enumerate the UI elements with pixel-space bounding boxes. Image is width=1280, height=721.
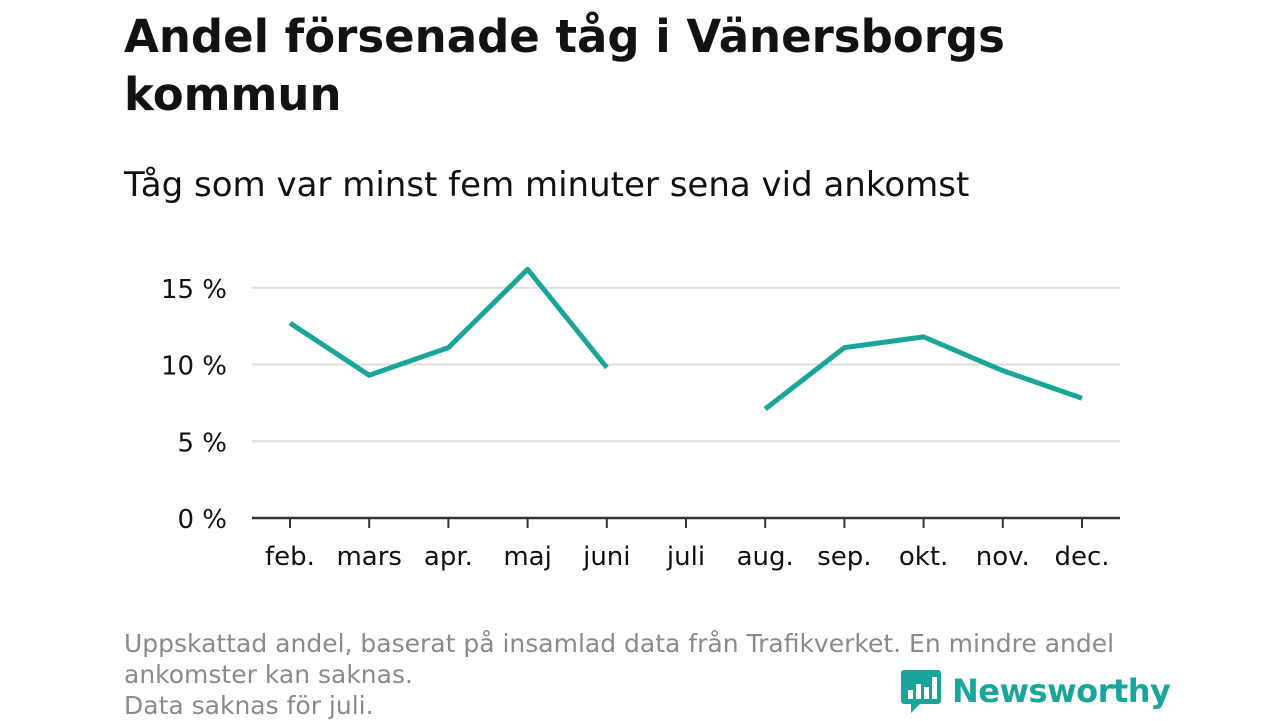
footnote-line: Uppskattad andel, baserat på insamlad da… xyxy=(124,628,1164,659)
x-tick-label: mars xyxy=(336,542,402,572)
series-line-segment xyxy=(290,269,607,375)
x-tick-label: aug. xyxy=(737,542,794,572)
x-tick-label: juni xyxy=(582,542,630,572)
x-tick-labels: feb. mars apr. maj juni juli aug. sep. okt. nov. d… xyxy=(265,542,1109,572)
x-tick-label: sep. xyxy=(817,542,871,572)
x-axis xyxy=(252,518,1120,528)
x-tick-label: juli xyxy=(666,542,705,572)
brand-name: Newsworthy xyxy=(952,672,1170,710)
x-tick-label: dec. xyxy=(1054,542,1109,572)
y-tick-label: 0 % xyxy=(177,505,227,535)
series-lines xyxy=(290,269,1082,409)
x-tick-label: maj xyxy=(503,542,551,572)
y-tick-labels: 0 % 5 % 10 % 15 % xyxy=(161,275,227,535)
y-tick-label: 5 % xyxy=(177,428,227,458)
newsworthy-logo-icon xyxy=(900,668,942,714)
x-tick-label: nov. xyxy=(976,542,1030,572)
newsworthy-logo: Newsworthy xyxy=(900,668,1170,714)
x-tick-label: feb. xyxy=(265,542,315,572)
x-tick-label: okt. xyxy=(899,542,948,572)
x-tick-label: apr. xyxy=(424,542,473,572)
y-tick-label: 15 % xyxy=(161,275,227,305)
series-line-segment xyxy=(765,337,1082,409)
y-tick-label: 10 % xyxy=(161,352,227,382)
